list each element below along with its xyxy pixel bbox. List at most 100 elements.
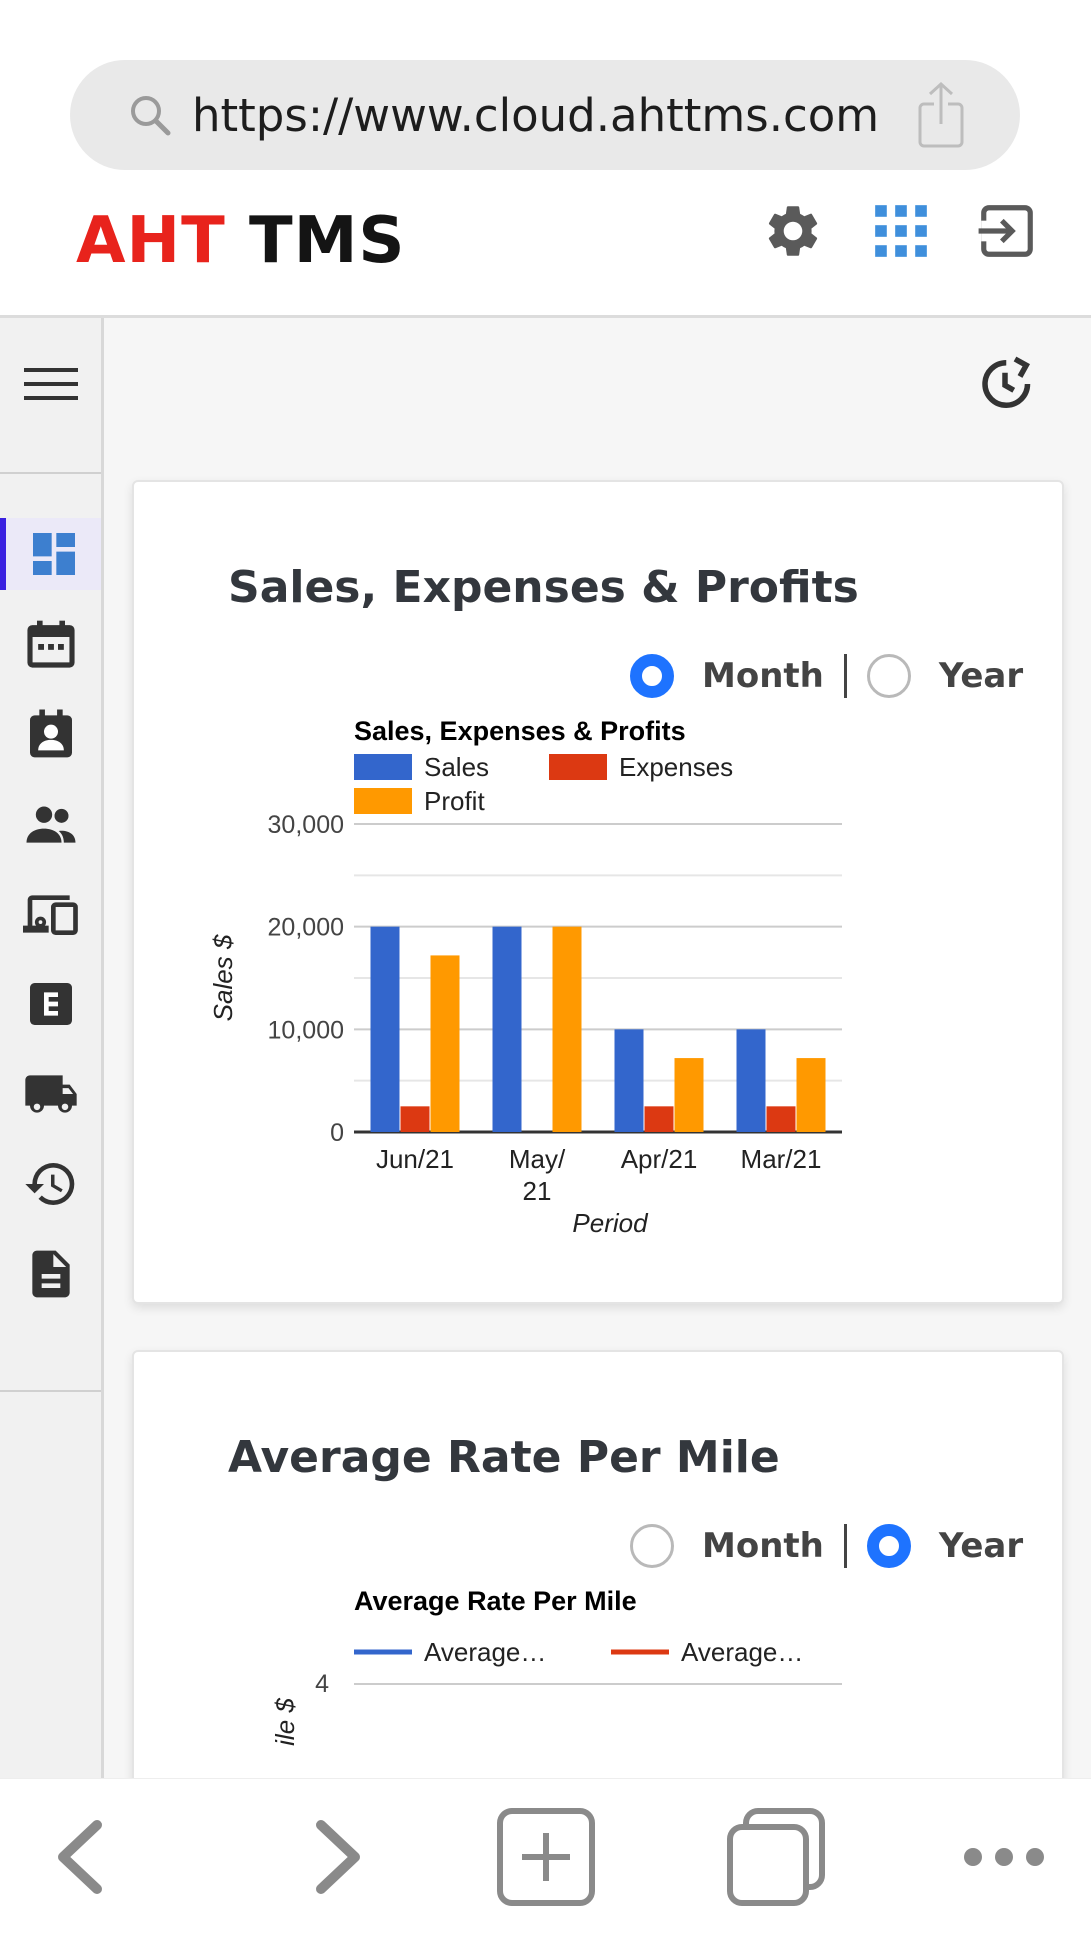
tabs-button[interactable] — [706, 1779, 846, 1934]
legend-swatch — [549, 754, 607, 780]
bar-profit — [430, 955, 460, 1132]
truck-icon — [24, 1075, 77, 1113]
y-axis-title: Sales $ — [208, 934, 238, 1021]
devices-icon — [22, 895, 78, 935]
gear-icon[interactable] — [762, 200, 824, 262]
x-tick-label: Jun/21 — [376, 1144, 454, 1174]
x-tick-label: Apr/21 — [621, 1144, 698, 1174]
chart-bars — [370, 926, 826, 1132]
dashboard-icon — [32, 533, 75, 575]
bar-profit — [674, 1058, 704, 1132]
sidebar-item-trucks[interactable] — [0, 1058, 101, 1130]
forward-arrow-icon — [316, 1820, 360, 1894]
tabs-icon — [727, 1808, 825, 1906]
month-radio[interactable] — [630, 1524, 674, 1568]
bar-expenses — [766, 1106, 796, 1132]
calendar-icon — [26, 620, 75, 668]
x-tick-label: May/21 — [509, 1144, 566, 1206]
sidebar-item-calendar[interactable] — [0, 608, 101, 680]
sidebar-divider — [0, 472, 101, 474]
y-tick-label: 0 — [330, 1119, 344, 1147]
people-icon — [26, 806, 75, 843]
refresh-history-icon[interactable] — [975, 354, 1035, 414]
month-label: Month — [702, 1526, 824, 1566]
year-radio[interactable] — [866, 1524, 911, 1568]
document-icon — [31, 1250, 70, 1298]
month-label: Month — [702, 656, 824, 696]
bar-sales — [492, 926, 522, 1132]
y-tick-label: 4 — [315, 1670, 329, 1698]
chart-title: Average Rate Per Mile — [354, 1586, 637, 1616]
share-icon[interactable] — [916, 80, 966, 150]
legend-label: Sales — [424, 752, 489, 782]
search-icon — [131, 96, 171, 136]
year-label: Year — [938, 1526, 1024, 1566]
sidebar-item-people[interactable] — [0, 788, 101, 860]
legend-label: Average… — [681, 1637, 803, 1667]
more-button[interactable] — [934, 1779, 1074, 1934]
new-tab-icon — [497, 1808, 595, 1906]
back-button[interactable] — [10, 1779, 150, 1934]
chart-legend: Average… Average… — [354, 1637, 803, 1667]
bar-sales — [736, 1029, 766, 1132]
bar-profit — [796, 1058, 826, 1132]
y-tick-label: 10,000 — [268, 1016, 344, 1044]
dashboard-content: Sales, Expenses & Profits Month Year Sal… — [104, 318, 1091, 1778]
contact-card-icon — [29, 709, 72, 758]
period-toggle: Month Year — [630, 1524, 1023, 1568]
url-text[interactable]: https://www.cloud.ahttms.com — [192, 88, 880, 142]
bar-profit — [552, 926, 582, 1132]
sales-expenses-card: Sales, Expenses & Profits Month Year Sal… — [132, 480, 1064, 1304]
legend-swatch — [354, 788, 412, 814]
sales-expenses-chart: Sales, Expenses & Profits Sales Expenses P… — [208, 716, 842, 1238]
card-title: Sales, Expenses & Profits — [228, 562, 859, 613]
apps-grid-icon[interactable] — [870, 200, 932, 262]
toggle-separator — [843, 654, 847, 698]
year-radio[interactable] — [866, 654, 911, 698]
chart-title: Sales, Expenses & Profits — [354, 716, 686, 746]
legend-label: Expenses — [619, 752, 733, 782]
bar-expenses — [644, 1106, 674, 1132]
bar-sales — [370, 926, 400, 1132]
chart-x-labels: Jun/21 May/21 Apr/21 Mar/21 — [376, 1144, 822, 1206]
browser-bottom-bar — [0, 1778, 1091, 1934]
history-icon — [24, 1163, 74, 1205]
y-axis-title: ile $ — [270, 1698, 300, 1746]
y-tick-label: 20,000 — [268, 914, 344, 942]
bar-sales — [614, 1029, 644, 1132]
bar-expenses — [400, 1106, 430, 1132]
year-label: Year — [938, 656, 1024, 696]
logo-part1: AHT — [76, 204, 226, 278]
new-tab-button[interactable] — [476, 1779, 616, 1934]
sidebar-item-e[interactable] — [0, 968, 101, 1040]
month-radio[interactable] — [630, 654, 674, 698]
legend-label: Profit — [424, 786, 485, 816]
legend-label: Average… — [424, 1637, 546, 1667]
app-header: AHT TMS — [0, 180, 1091, 318]
y-tick-label: 30,000 — [268, 811, 344, 839]
sidebar-divider — [0, 1390, 101, 1392]
period-toggle: Month Year — [630, 654, 1023, 698]
app-logo[interactable]: AHT TMS — [76, 204, 405, 278]
url-bar[interactable]: https://www.cloud.ahttms.com — [70, 60, 1020, 170]
letter-e-icon — [29, 983, 72, 1025]
legend-swatch — [354, 754, 412, 780]
card-title: Average Rate Per Mile — [228, 1432, 780, 1483]
forward-button[interactable] — [268, 1779, 408, 1934]
sidebar-item-dashboard[interactable] — [0, 518, 101, 590]
x-axis-title: Period — [572, 1208, 649, 1238]
toggle-separator — [843, 1524, 847, 1568]
sidebar-item-contacts[interactable] — [0, 698, 101, 770]
sidebar-item-history[interactable] — [0, 1148, 101, 1220]
back-arrow-icon — [58, 1820, 102, 1894]
logo-part2: TMS — [249, 204, 406, 278]
x-tick-label: Mar/21 — [741, 1144, 822, 1174]
hamburger-menu-icon[interactable] — [24, 362, 78, 406]
rate-per-mile-card: Average Rate Per Mile Month Year Average… — [132, 1350, 1064, 1778]
logout-icon[interactable] — [976, 200, 1038, 262]
sidebar-item-documents[interactable] — [0, 1238, 101, 1310]
chart-legend: Sales Expenses Profit — [354, 752, 733, 816]
sidebar-item-devices[interactable] — [0, 878, 101, 950]
rate-per-mile-chart: Average Rate Per Mile Average… Average… 4… — [270, 1586, 842, 1746]
